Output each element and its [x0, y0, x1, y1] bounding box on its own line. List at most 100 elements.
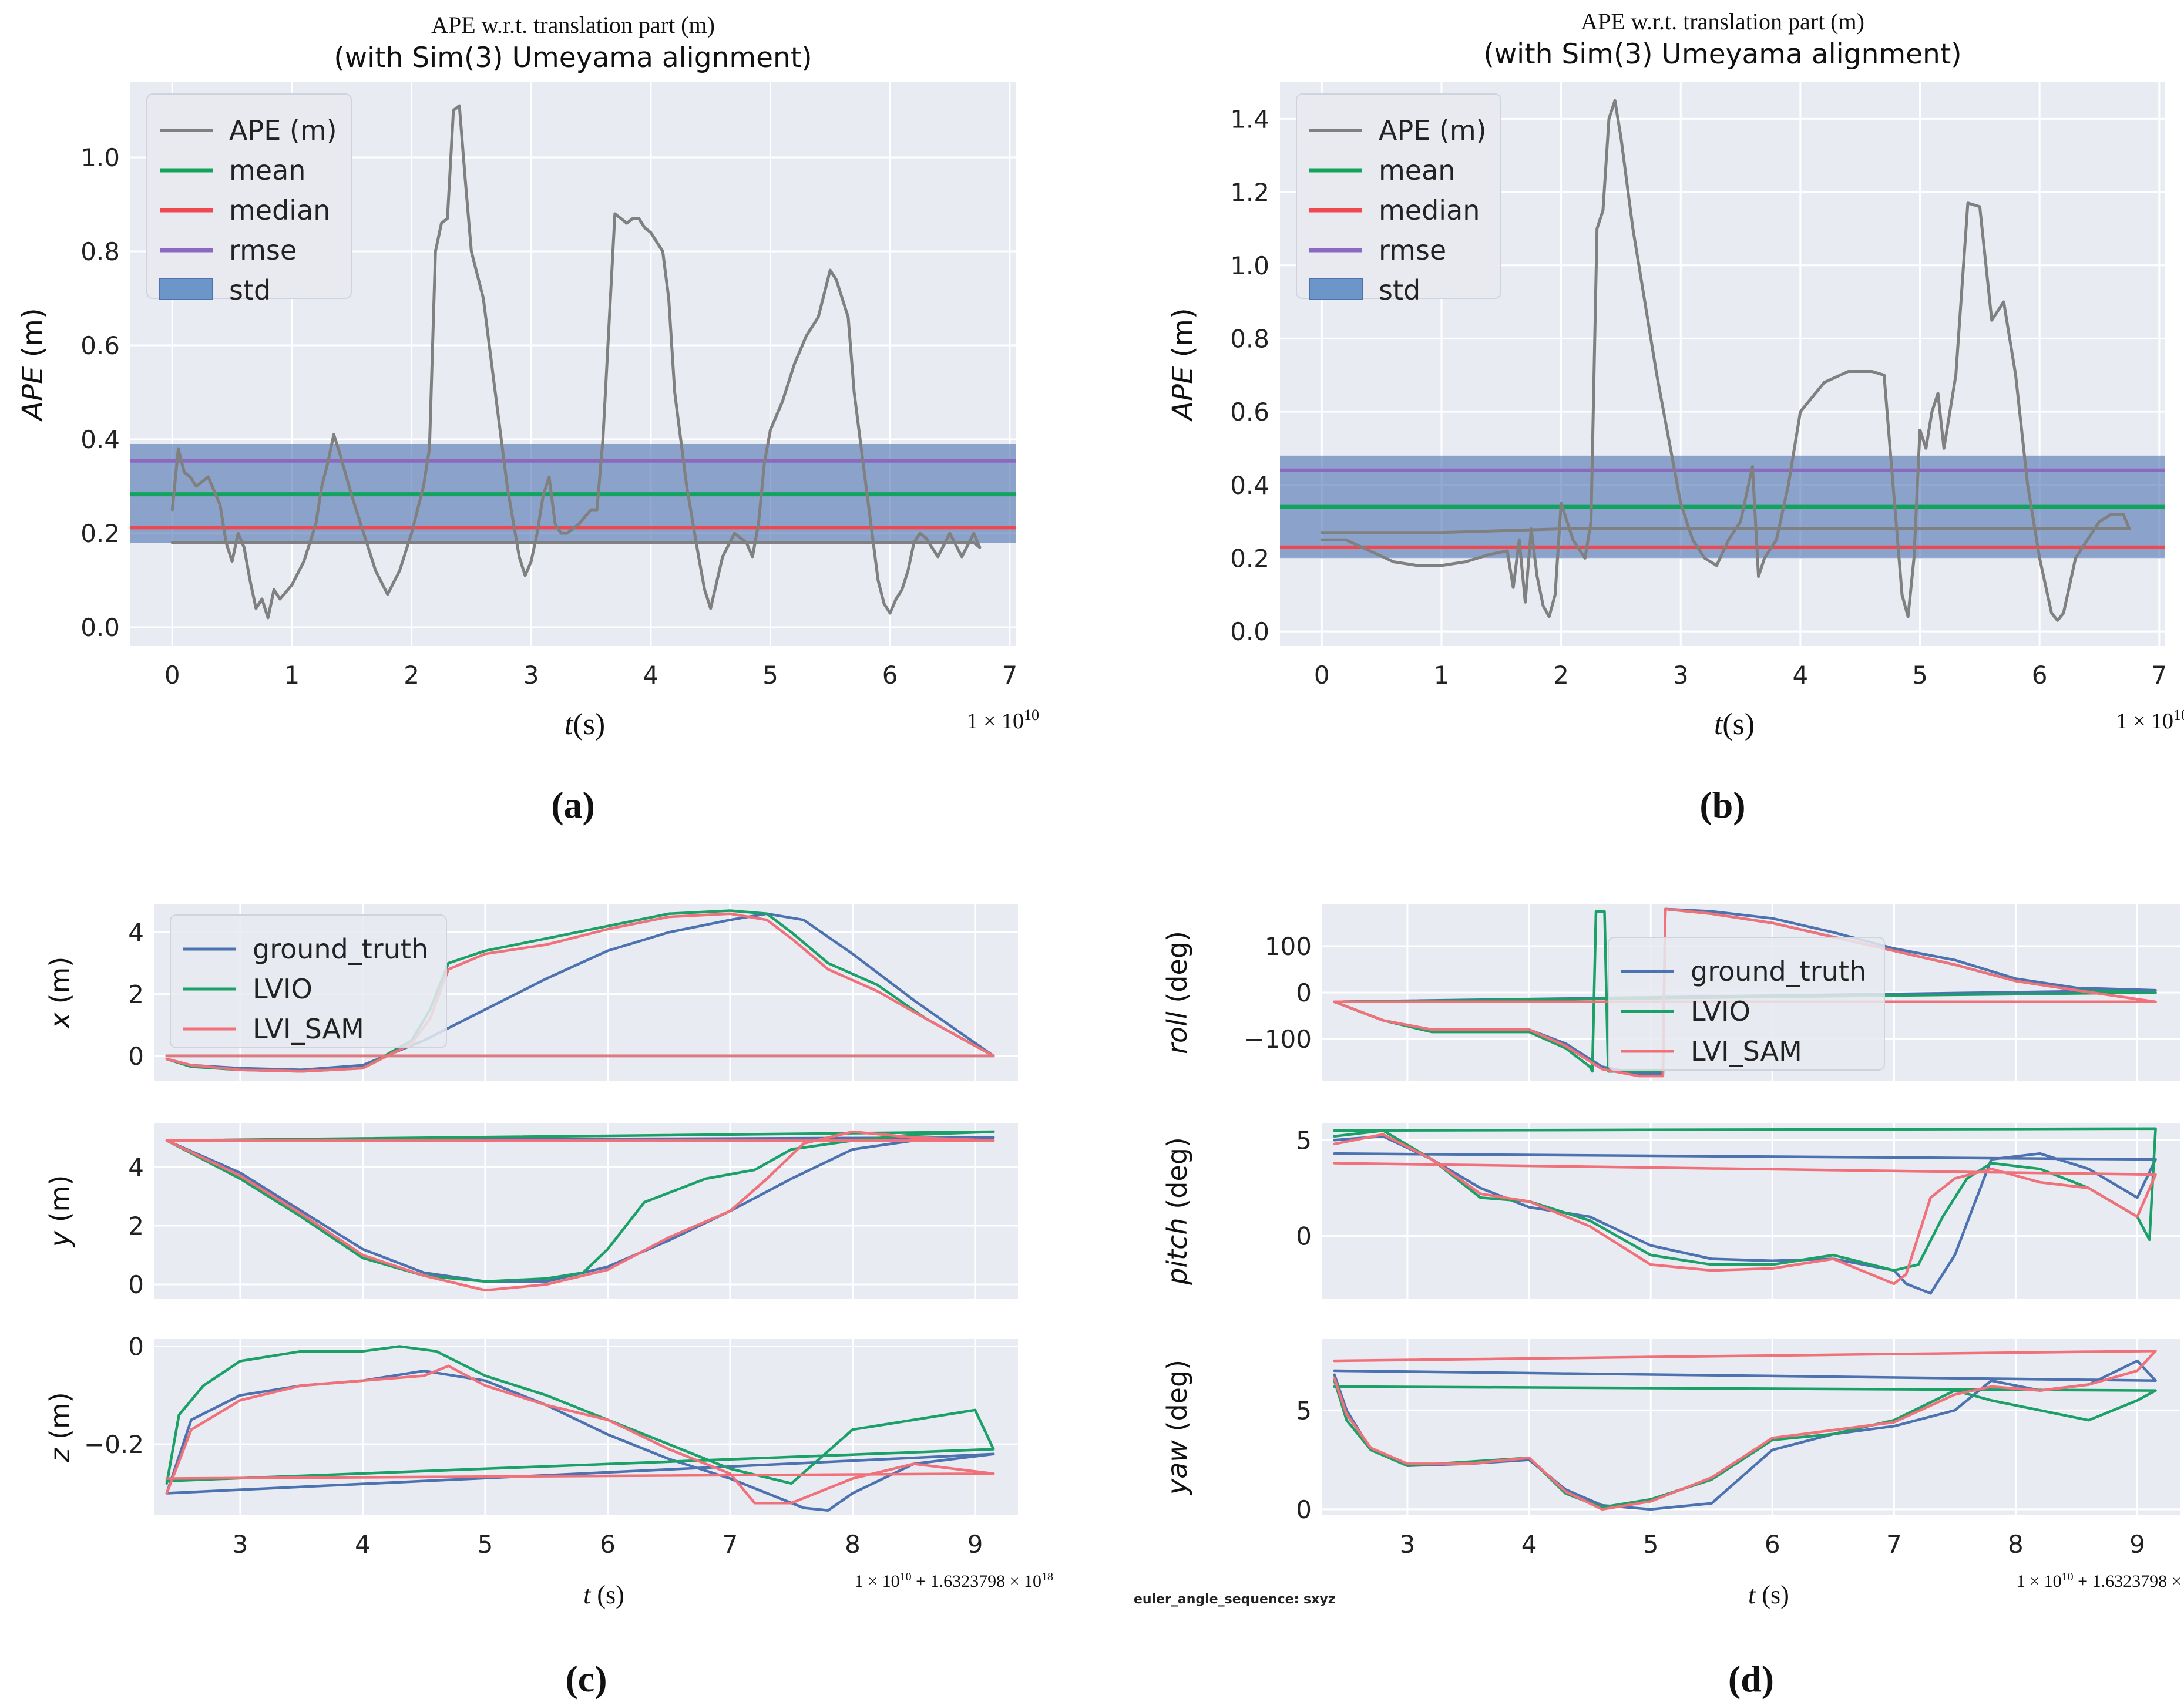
- xtick-label: 7: [723, 1530, 738, 1559]
- panel-b-ytick-label: 0.8: [1230, 324, 1269, 353]
- ytick-label: 4: [128, 918, 144, 947]
- series-line-LVI_SAM: [1333, 1349, 2157, 1511]
- y-axis-label: APE (m): [1167, 308, 1199, 422]
- panel-d: 100 0 −100 roll (deg) ground_truth LVIO LVI_SA…: [1134, 904, 2184, 1700]
- series-line-ground_truth: [1333, 1135, 2157, 1295]
- legend-label: APE (m): [1379, 115, 1487, 146]
- ytick-label: 5: [1296, 1396, 1312, 1425]
- subplot-y: 0 2 4 y (m): [44, 1123, 1018, 1299]
- x-axis-label: t (s): [1748, 1580, 1789, 1609]
- legend-label: LVI_SAM: [1691, 1035, 1802, 1067]
- ape-series-line: [1320, 99, 2131, 622]
- x-offset-label: 1 × 1010: [2116, 707, 2184, 734]
- panel-a-ytick-label: 0.8: [80, 237, 120, 266]
- xtick-label: 8: [845, 1530, 861, 1559]
- series-line-LVI_SAM: [165, 912, 995, 1073]
- subplot-pitch: 5 0 pitch (deg): [1161, 1123, 2180, 1299]
- panel-a: 0.0 0.2 0.4 0.6 0.8 1.0 0 1 2 3 4 5 6 7 APE w.r.t. tra…: [16, 12, 1039, 826]
- series-line-ground_truth: [165, 1136, 995, 1283]
- legend-label: rmse: [229, 234, 297, 266]
- x-axis-label: t(s): [1714, 708, 1755, 741]
- x-axis-label: t(s): [565, 708, 605, 741]
- subplot-plot-area: [1322, 1123, 2180, 1299]
- panel-a-xtick-label: 6: [882, 661, 898, 689]
- panel-b-xtick-label: 0: [1314, 661, 1330, 689]
- y-axis-label: z (m): [44, 1392, 76, 1462]
- x-axis-label: t (s): [583, 1580, 624, 1609]
- panel-b-ytick-label: 0.4: [1230, 471, 1269, 500]
- panel-a-ytick-label: 0.0: [80, 613, 120, 642]
- xtick-label: 3: [233, 1530, 248, 1559]
- panel-b-xtick-label: 2: [1553, 661, 1569, 689]
- footnote: euler_angle_sequence: sxyz: [1134, 1592, 1335, 1607]
- subplot-plot-area: [1322, 1339, 2180, 1515]
- ape-series-line: [170, 104, 982, 620]
- panel-label: (c): [565, 1658, 607, 1700]
- ytick-label: 0: [128, 1270, 144, 1299]
- panel-b-ytick-label: 1.0: [1230, 251, 1269, 280]
- series-group: [1333, 1127, 2157, 1295]
- panel-a-ytick-label: 0.2: [80, 519, 120, 548]
- panel-a-xtick-label: 2: [404, 661, 419, 689]
- panel-b-ytick-label: 0.0: [1230, 617, 1269, 646]
- xtick-label: 7: [1886, 1530, 1902, 1559]
- ytick-label: −0.2: [84, 1430, 144, 1459]
- legend-label: mean: [229, 154, 305, 186]
- xtick-label: 4: [1521, 1530, 1537, 1559]
- legend: ground_truth LVIO LVI_SAM: [170, 914, 447, 1048]
- legend-swatch-std: [1309, 278, 1363, 300]
- series-line-LVIO: [165, 1345, 995, 1485]
- series-group: [165, 1345, 995, 1512]
- legend-label: std: [1379, 274, 1420, 306]
- legend-swatch-std: [159, 278, 213, 300]
- y-axis-label: x (m): [44, 957, 76, 1030]
- x-offset-label: 1 × 1010 + 1.6323798 × 1018: [2017, 1570, 2184, 1591]
- series-line-LVIO: [165, 1130, 995, 1283]
- series-group: [165, 909, 995, 1073]
- y-axis-label: yaw (deg): [1161, 1360, 1193, 1496]
- legend-box: [1608, 937, 1885, 1071]
- legend-label: median: [1379, 194, 1480, 226]
- panel-a-ytick-label: 0.6: [80, 331, 120, 360]
- ytick-label: 0: [128, 1333, 144, 1361]
- y-axis-label: pitch (deg): [1161, 1137, 1193, 1286]
- legend: ground_truth LVIO LVI_SAM: [1608, 937, 1885, 1071]
- panel-b-ytick-label: 0.2: [1230, 544, 1269, 573]
- subplot-yaw: 5 0 yaw (deg) 3 4 5 6 7 8 9: [1161, 1339, 2180, 1559]
- panel-a-xtick-label: 5: [762, 661, 778, 689]
- xtick-label: 4: [355, 1530, 371, 1559]
- legend-label: LVIO: [1691, 995, 1750, 1027]
- ytick-label: 5: [1296, 1126, 1312, 1155]
- xtick-label: 6: [600, 1530, 616, 1559]
- legend-label: ground_truth: [253, 933, 428, 965]
- series-line-LVI_SAM: [165, 1364, 995, 1505]
- ytick-label: 0: [1296, 1495, 1312, 1524]
- series-group: [1333, 907, 2157, 1078]
- panel-label: (a): [551, 784, 595, 826]
- legend-label: APE (m): [229, 115, 337, 146]
- legend-label: LVIO: [253, 973, 313, 1005]
- series-line-LVI_SAM: [1333, 907, 2157, 1078]
- xtick-label: 8: [2008, 1530, 2024, 1559]
- panel-b-xtick-label: 1: [1434, 661, 1450, 689]
- ytick-label: 2: [128, 980, 144, 1009]
- xtick-label: 3: [1400, 1530, 1416, 1559]
- y-axis-label: APE (m): [16, 308, 49, 422]
- legend-box: [146, 93, 352, 299]
- panel-label: (b): [1699, 784, 1745, 826]
- panel-b-xtick-label: 7: [2151, 661, 2167, 689]
- panel-b-xtick-label: 4: [1793, 661, 1809, 689]
- panel-b-ytick-label: 1.2: [1230, 178, 1269, 207]
- panel-a-xtick-label: 3: [523, 661, 539, 689]
- chart-title-line2: (with Sim(3) Umeyama alignment): [1483, 38, 1961, 70]
- subplot-z: 0 −0.2 z (m) 3 4 5 6 7 8 9: [44, 1333, 1018, 1559]
- xtick-label: 9: [967, 1530, 983, 1559]
- series-line-LVI_SAM: [1333, 1133, 2157, 1286]
- panel-a-xtick-label: 1: [284, 661, 300, 689]
- legend: APE (m) mean median rmse std: [146, 93, 352, 306]
- ytick-label: −100: [1244, 1025, 1312, 1054]
- chart-title-line1: APE w.r.t. translation part (m): [431, 12, 715, 38]
- panel-b-xtick-label: 5: [1912, 661, 1928, 689]
- ytick-label: 0: [1296, 978, 1312, 1007]
